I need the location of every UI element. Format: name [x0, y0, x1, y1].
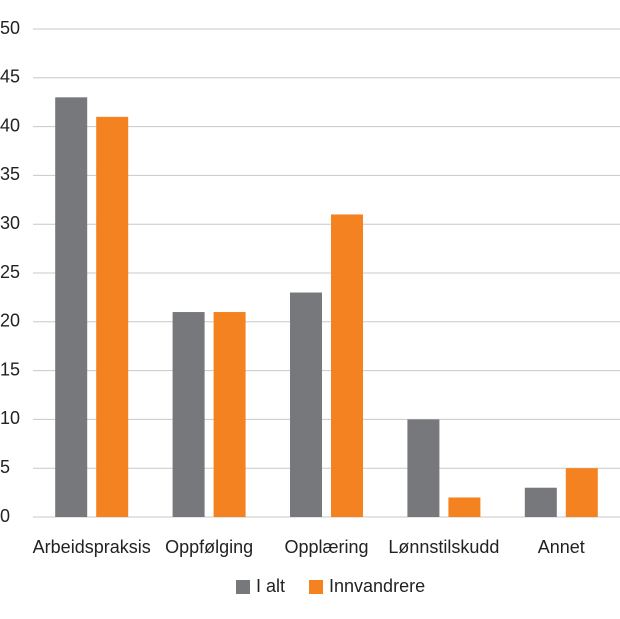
y-tick-label: 50	[0, 18, 20, 38]
y-tick-label: 45	[0, 67, 20, 87]
x-tick-label: Lønnstilskudd	[388, 537, 499, 557]
bar	[565, 468, 598, 517]
bar	[448, 497, 481, 517]
y-tick-label: 20	[0, 311, 20, 331]
bar	[55, 97, 88, 517]
legend-swatch	[309, 580, 324, 594]
bar	[290, 292, 322, 517]
y-tick-label: 10	[0, 408, 20, 428]
bar	[172, 312, 205, 517]
y-tick-label: 0	[0, 506, 10, 526]
y-tick-label: 40	[0, 115, 20, 135]
bar	[524, 487, 557, 517]
x-tick-label: Annet	[538, 537, 585, 557]
x-tick-label: Oppfølging	[165, 537, 253, 557]
y-tick-label: 35	[0, 164, 20, 184]
bar	[331, 214, 363, 517]
y-tick-label: 25	[0, 262, 20, 282]
bar	[96, 116, 129, 517]
y-tick-label: 30	[0, 213, 20, 233]
x-tick-label: Arbeidspraksis	[33, 537, 151, 557]
legend-label: Innvandrere	[329, 576, 425, 596]
bar	[213, 312, 246, 517]
legend-swatch	[236, 580, 250, 594]
x-tick-label: Opplæring	[284, 537, 368, 557]
legend-label: I alt	[256, 576, 285, 596]
bar	[407, 419, 440, 517]
y-tick-label: 5	[0, 457, 10, 477]
y-tick-label: 15	[0, 359, 20, 379]
